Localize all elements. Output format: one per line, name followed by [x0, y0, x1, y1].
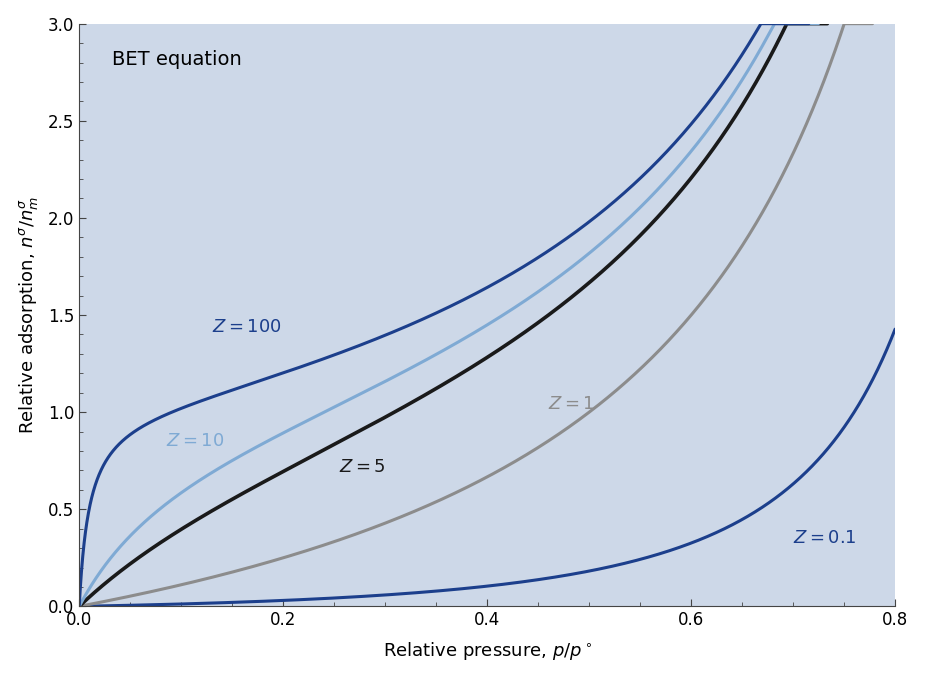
Text: $Z=0.1$: $Z=0.1$	[794, 530, 857, 547]
Text: BET equation: BET equation	[112, 50, 241, 69]
X-axis label: Relative pressure, $p/p^\circ$: Relative pressure, $p/p^\circ$	[383, 640, 592, 662]
Text: $Z=100$: $Z=100$	[212, 318, 281, 335]
Text: $Z=5$: $Z=5$	[339, 458, 386, 475]
Y-axis label: Relative adsorption, $n^{\sigma}/n_m^{\sigma}$: Relative adsorption, $n^{\sigma}/n_m^{\s…	[17, 196, 40, 434]
Text: $Z=10$: $Z=10$	[166, 433, 224, 450]
Text: $Z=1$: $Z=1$	[549, 395, 595, 414]
